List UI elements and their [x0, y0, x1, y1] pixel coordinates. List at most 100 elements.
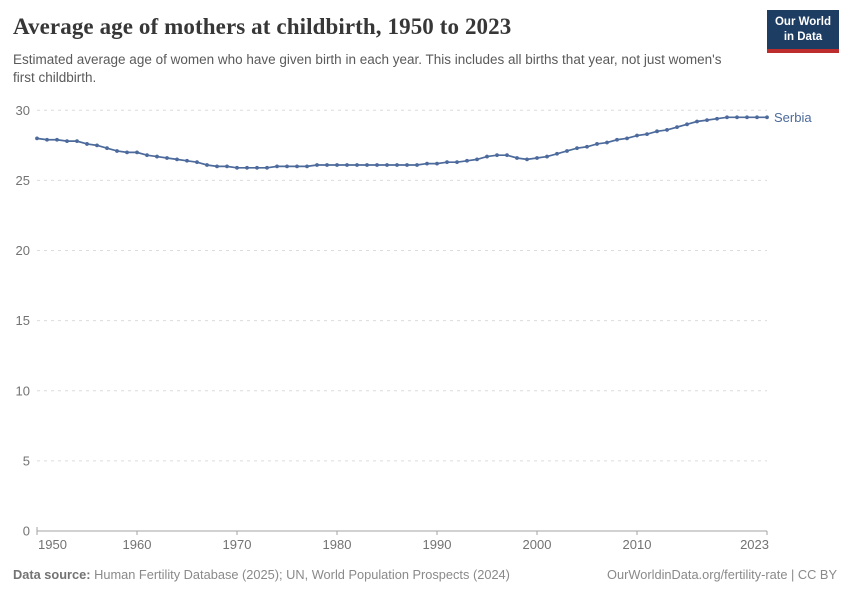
- data-point[interactable]: [85, 142, 89, 146]
- data-point[interactable]: [765, 115, 769, 120]
- data-point[interactable]: [685, 122, 689, 127]
- data-point[interactable]: [165, 156, 169, 160]
- data-point[interactable]: [495, 153, 499, 158]
- x-axis-tick-label: 2000: [523, 537, 552, 552]
- data-point[interactable]: [665, 128, 669, 132]
- data-point[interactable]: [375, 163, 379, 167]
- data-point[interactable]: [265, 165, 269, 170]
- data-point[interactable]: [625, 136, 629, 141]
- data-point[interactable]: [725, 115, 729, 120]
- data-point[interactable]: [225, 164, 229, 169]
- data-source: Data source: Human Fertility Database (2…: [13, 567, 510, 582]
- data-point[interactable]: [485, 154, 489, 159]
- data-point[interactable]: [455, 160, 459, 165]
- data-point[interactable]: [115, 149, 119, 153]
- chart-footer: Data source: Human Fertility Database (2…: [13, 567, 837, 582]
- data-point[interactable]: [105, 146, 109, 151]
- x-axis-tick-label: 1970: [223, 537, 252, 552]
- data-point[interactable]: [365, 163, 369, 167]
- data-point[interactable]: [435, 161, 439, 166]
- data-source-label: Data source:: [13, 567, 91, 582]
- data-point[interactable]: [615, 137, 619, 142]
- data-point[interactable]: [305, 164, 309, 169]
- series-label[interactable]: Serbia: [774, 110, 812, 125]
- data-point[interactable]: [755, 115, 759, 120]
- data-point[interactable]: [75, 139, 79, 144]
- owid-logo-line2: in Data: [783, 30, 823, 43]
- data-point[interactable]: [195, 160, 199, 165]
- data-point[interactable]: [475, 157, 479, 162]
- data-point[interactable]: [735, 115, 739, 120]
- y-axis-tick-label: 5: [23, 453, 30, 468]
- data-point[interactable]: [145, 153, 149, 158]
- data-point[interactable]: [445, 160, 449, 165]
- data-point[interactable]: [695, 119, 699, 124]
- data-point[interactable]: [585, 144, 589, 149]
- data-point[interactable]: [675, 125, 679, 130]
- data-point[interactable]: [715, 116, 719, 121]
- data-point[interactable]: [125, 150, 129, 155]
- data-point[interactable]: [185, 158, 189, 163]
- data-point[interactable]: [605, 140, 609, 145]
- data-point[interactable]: [405, 163, 409, 167]
- series-line[interactable]: [36, 116, 767, 169]
- data-point[interactable]: [355, 163, 359, 167]
- data-point[interactable]: [385, 163, 389, 167]
- data-point[interactable]: [535, 156, 539, 160]
- owid-logo[interactable]: Our World in Data: [767, 10, 839, 54]
- data-point[interactable]: [545, 154, 549, 159]
- x-axis-tick-label: 1950: [38, 537, 67, 552]
- chart-subtitle: Estimated average age of women who have …: [13, 52, 722, 86]
- data-point[interactable]: [175, 157, 179, 162]
- data-point[interactable]: [275, 164, 279, 169]
- data-point[interactable]: [55, 137, 59, 142]
- data-point[interactable]: [215, 164, 219, 169]
- x-axis-tick-label: 1960: [123, 537, 152, 552]
- data-point[interactable]: [315, 163, 319, 167]
- data-point[interactable]: [295, 164, 299, 169]
- data-point[interactable]: [745, 115, 749, 120]
- x-axis-tick-label: 2023: [740, 537, 769, 552]
- data-point[interactable]: [395, 163, 399, 167]
- data-point[interactable]: [525, 157, 529, 162]
- data-point[interactable]: [65, 139, 69, 144]
- data-point[interactable]: [655, 129, 659, 134]
- data-point[interactable]: [255, 165, 259, 170]
- data-point[interactable]: [335, 163, 339, 167]
- data-point[interactable]: [555, 151, 559, 156]
- data-point[interactable]: [705, 118, 709, 123]
- footer-license-link[interactable]: OurWorldinData.org/fertility-rate | CC B…: [607, 567, 837, 582]
- data-point[interactable]: [345, 163, 349, 167]
- data-point[interactable]: [415, 163, 419, 167]
- data-point[interactable]: [205, 163, 209, 167]
- data-point[interactable]: [35, 136, 39, 141]
- data-point[interactable]: [135, 150, 139, 155]
- data-point[interactable]: [565, 149, 569, 153]
- data-point[interactable]: [595, 142, 599, 146]
- data-point[interactable]: [505, 153, 509, 158]
- data-point[interactable]: [465, 158, 469, 163]
- data-point[interactable]: [245, 165, 249, 170]
- data-point[interactable]: [155, 154, 159, 159]
- data-point[interactable]: [515, 156, 519, 160]
- x-axis-tick-label: 1990: [423, 537, 452, 552]
- data-point[interactable]: [285, 164, 289, 169]
- data-point[interactable]: [45, 137, 49, 142]
- data-point[interactable]: [645, 132, 649, 137]
- data-point[interactable]: [635, 133, 639, 138]
- y-axis-tick-label: 15: [16, 313, 30, 328]
- y-axis-tick-label: 30: [16, 103, 30, 118]
- owid-logo-line1: Our World: [774, 16, 831, 28]
- x-axis-tick-label: 1980: [323, 537, 352, 552]
- y-axis-tick-label: 20: [16, 243, 30, 258]
- data-point[interactable]: [575, 146, 579, 151]
- data-point[interactable]: [235, 165, 239, 170]
- data-point[interactable]: [95, 143, 99, 148]
- y-axis-tick-label: 0: [23, 524, 30, 539]
- y-axis-tick-label: 25: [16, 173, 30, 188]
- data-point[interactable]: [325, 163, 329, 167]
- y-axis-tick-label: 10: [16, 383, 30, 398]
- chart-canvas[interactable]: 0 5 10 15 20 25 30 1950 1960 1970 1980 1990 2000 2010…: [0, 0, 850, 560]
- data-point[interactable]: [425, 161, 429, 166]
